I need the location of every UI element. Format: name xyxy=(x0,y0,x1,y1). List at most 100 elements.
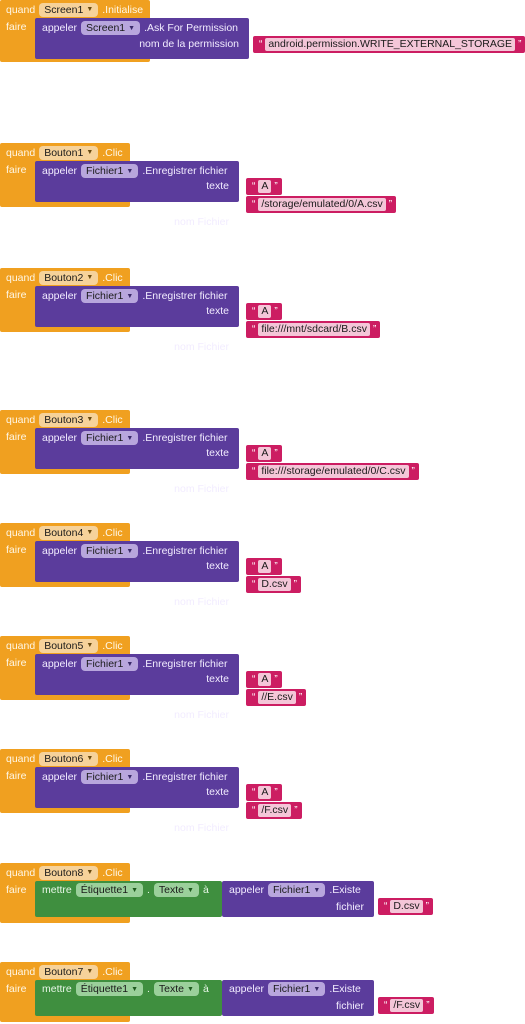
text-block[interactable]: “A” xyxy=(246,784,282,801)
dot-separator: . xyxy=(147,884,150,896)
event-block-bouton5-clic[interactable]: quand Bouton5 ▼ .Clic faire appeler Fichi… xyxy=(0,636,307,721)
component-dropdown[interactable]: Fichier1 ▼ xyxy=(81,164,139,178)
text-block[interactable]: “//E.csv” xyxy=(246,689,307,706)
text-value[interactable]: D.csv xyxy=(258,578,291,591)
quote-open: “ xyxy=(252,692,256,703)
component-dropdown[interactable]: Screen1 ▼ xyxy=(81,21,141,35)
component-dropdown[interactable]: Étiquette1 ▼ xyxy=(75,982,143,996)
text-block[interactable]: “A” xyxy=(246,558,282,575)
component-dropdown[interactable]: Fichier1 ▼ xyxy=(81,289,139,303)
component-name: Bouton1 xyxy=(44,146,84,159)
chevron-down-icon: ▼ xyxy=(86,642,94,649)
component-dropdown[interactable]: Fichier1 ▼ xyxy=(81,544,139,558)
chevron-down-icon: ▼ xyxy=(313,985,321,993)
component-name: Fichier1 xyxy=(86,545,124,557)
text-block[interactable]: “/F.csv” xyxy=(378,997,434,1014)
component-dropdown[interactable]: Étiquette1 ▼ xyxy=(75,883,143,897)
event-block-screen1-initialize[interactable]: quand Screen1 ▼ .Initialise faire appeler… xyxy=(0,0,525,62)
arg-label-filename: nom Fichier xyxy=(174,822,229,834)
component-name: Screen1 xyxy=(86,22,126,34)
text-value[interactable]: A xyxy=(258,560,272,573)
text-block[interactable]: “/storage/emulated/0/A.csv” xyxy=(246,196,397,213)
call-keyword: appeler xyxy=(42,771,78,783)
component-dropdown[interactable]: Bouton3 ▼ xyxy=(39,412,99,427)
component-dropdown[interactable]: Fichier1 ▼ xyxy=(81,770,139,784)
component-dropdown[interactable]: Bouton1 ▼ xyxy=(39,145,99,160)
text-value[interactable]: A xyxy=(258,305,272,318)
quote-close: ” xyxy=(274,787,278,798)
property-dropdown[interactable]: Texte ▼ xyxy=(153,883,199,897)
event-block-bouton6-clic[interactable]: quand Bouton6 ▼ .Clic faire appeler Fichi… xyxy=(0,749,302,834)
event-keyword: quand xyxy=(6,413,36,426)
setter-block[interactable]: mettre Étiquette1 ▼ . Texte ▼ à xyxy=(35,881,222,917)
method-call-block[interactable]: appeler Screen1 ▼ .Ask For Permission nom… xyxy=(35,18,249,59)
text-block[interactable]: “A” xyxy=(246,303,282,320)
text-value[interactable]: android.permission.WRITE_EXTERNAL_STORAG… xyxy=(265,38,516,51)
text-block[interactable]: “A” xyxy=(246,445,282,462)
event-block-bouton2-clic[interactable]: quand Bouton2 ▼ .Clic faire appeler Fichi… xyxy=(0,268,381,353)
do-keyword: faire xyxy=(6,544,27,556)
component-dropdown[interactable]: Bouton6 ▼ xyxy=(39,751,99,766)
text-block[interactable]: “D.csv” xyxy=(378,898,433,915)
event-block-bouton7-clic[interactable]: quand Bouton7 ▼ .Clic faire mettre Étique… xyxy=(0,962,434,1022)
text-value[interactable]: /F.csv xyxy=(390,999,424,1012)
quote-close: ” xyxy=(298,692,303,703)
arg-label-filename: nom Fichier xyxy=(174,341,229,353)
component-dropdown[interactable]: Bouton4 ▼ xyxy=(39,525,99,540)
component-dropdown[interactable]: Bouton5 ▼ xyxy=(39,638,99,653)
text-value[interactable]: A xyxy=(258,786,272,799)
method-call-block[interactable]: appeler Fichier1 ▼ .Enregistrer fichier t… xyxy=(35,161,239,228)
call-keyword: appeler xyxy=(42,290,78,302)
component-dropdown[interactable]: Screen1 ▼ xyxy=(39,2,99,17)
event-block-bouton4-clic[interactable]: quand Bouton4 ▼ .Clic faire appeler Fichi… xyxy=(0,523,301,608)
arg-label-file: fichier xyxy=(335,901,364,913)
text-value[interactable]: D.csv xyxy=(390,900,423,913)
component-dropdown[interactable]: Fichier1 ▼ xyxy=(268,982,326,996)
text-block[interactable]: “/F.csv” xyxy=(246,802,302,819)
text-block[interactable]: “file:///mnt/sdcard/B.csv” xyxy=(246,321,381,338)
component-dropdown[interactable]: Fichier1 ▼ xyxy=(81,657,139,671)
component-name: Fichier1 xyxy=(86,658,124,670)
text-value[interactable]: A xyxy=(258,447,272,460)
call-keyword: appeler xyxy=(42,432,78,444)
component-name: Fichier1 xyxy=(273,983,311,995)
do-keyword: faire xyxy=(6,770,27,782)
method-call-block[interactable]: appeler Fichier1 ▼ .Existe fichier xyxy=(222,881,374,917)
method-name: .Enregistrer fichier xyxy=(142,290,228,302)
text-value[interactable]: A xyxy=(258,180,272,193)
component-dropdown[interactable]: Bouton8 ▼ xyxy=(39,865,99,880)
quote-close: ” xyxy=(293,579,297,590)
event-block-bouton3-clic[interactable]: quand Bouton3 ▼ .Clic faire appeler Fichi… xyxy=(0,410,419,495)
text-block[interactable]: “A” xyxy=(246,178,282,195)
chevron-down-icon: ▼ xyxy=(126,434,134,442)
component-dropdown[interactable]: Fichier1 ▼ xyxy=(81,431,139,445)
method-call-block[interactable]: appeler Fichier1 ▼ .Enregistrer fichier t… xyxy=(35,767,239,834)
method-call-block[interactable]: appeler Fichier1 ▼ .Enregistrer fichier t… xyxy=(35,286,239,353)
text-value[interactable]: /F.csv xyxy=(258,804,292,817)
text-block[interactable]: “A” xyxy=(246,671,282,688)
method-call-block[interactable]: appeler Fichier1 ▼ .Enregistrer fichier t… xyxy=(35,428,239,495)
event-block-bouton8-clic[interactable]: quand Bouton8 ▼ .Clic faire mettre Étique… xyxy=(0,863,433,923)
chevron-down-icon: ▼ xyxy=(187,985,194,993)
method-call-block[interactable]: appeler Fichier1 ▼ .Enregistrer fichier t… xyxy=(35,654,239,721)
quote-close: ” xyxy=(372,324,377,335)
component-name: Bouton5 xyxy=(44,639,84,652)
text-value[interactable]: /storage/emulated/0/A.csv xyxy=(258,198,386,211)
event-block-bouton1-clic[interactable]: quand Bouton1 ▼ .Clic faire appeler Fichi… xyxy=(0,143,397,228)
method-call-block[interactable]: appeler Fichier1 ▼ .Existe fichier xyxy=(222,980,374,1016)
component-dropdown[interactable]: Fichier1 ▼ xyxy=(268,883,326,897)
text-block[interactable]: “file:///storage/emulated/0/C.csv” xyxy=(246,463,419,480)
property-dropdown[interactable]: Texte ▼ xyxy=(153,982,199,996)
component-dropdown[interactable]: Bouton2 ▼ xyxy=(39,270,99,285)
text-block[interactable]: “D.csv” xyxy=(246,576,301,593)
method-call-block[interactable]: appeler Fichier1 ▼ .Enregistrer fichier t… xyxy=(35,541,239,608)
text-value[interactable]: A xyxy=(258,673,272,686)
text-block[interactable]: “ android.permission.WRITE_EXTERNAL_STOR… xyxy=(253,36,525,53)
text-value[interactable]: file:///mnt/sdcard/B.csv xyxy=(258,323,370,336)
component-dropdown[interactable]: Bouton7 ▼ xyxy=(39,964,99,979)
text-value[interactable]: file:///storage/emulated/0/C.csv xyxy=(258,465,409,478)
text-value[interactable]: //E.csv xyxy=(258,691,296,704)
set-keyword: mettre xyxy=(42,884,72,896)
setter-block[interactable]: mettre Étiquette1 ▼ . Texte ▼ à xyxy=(35,980,222,1016)
quote-open: “ xyxy=(252,306,256,317)
